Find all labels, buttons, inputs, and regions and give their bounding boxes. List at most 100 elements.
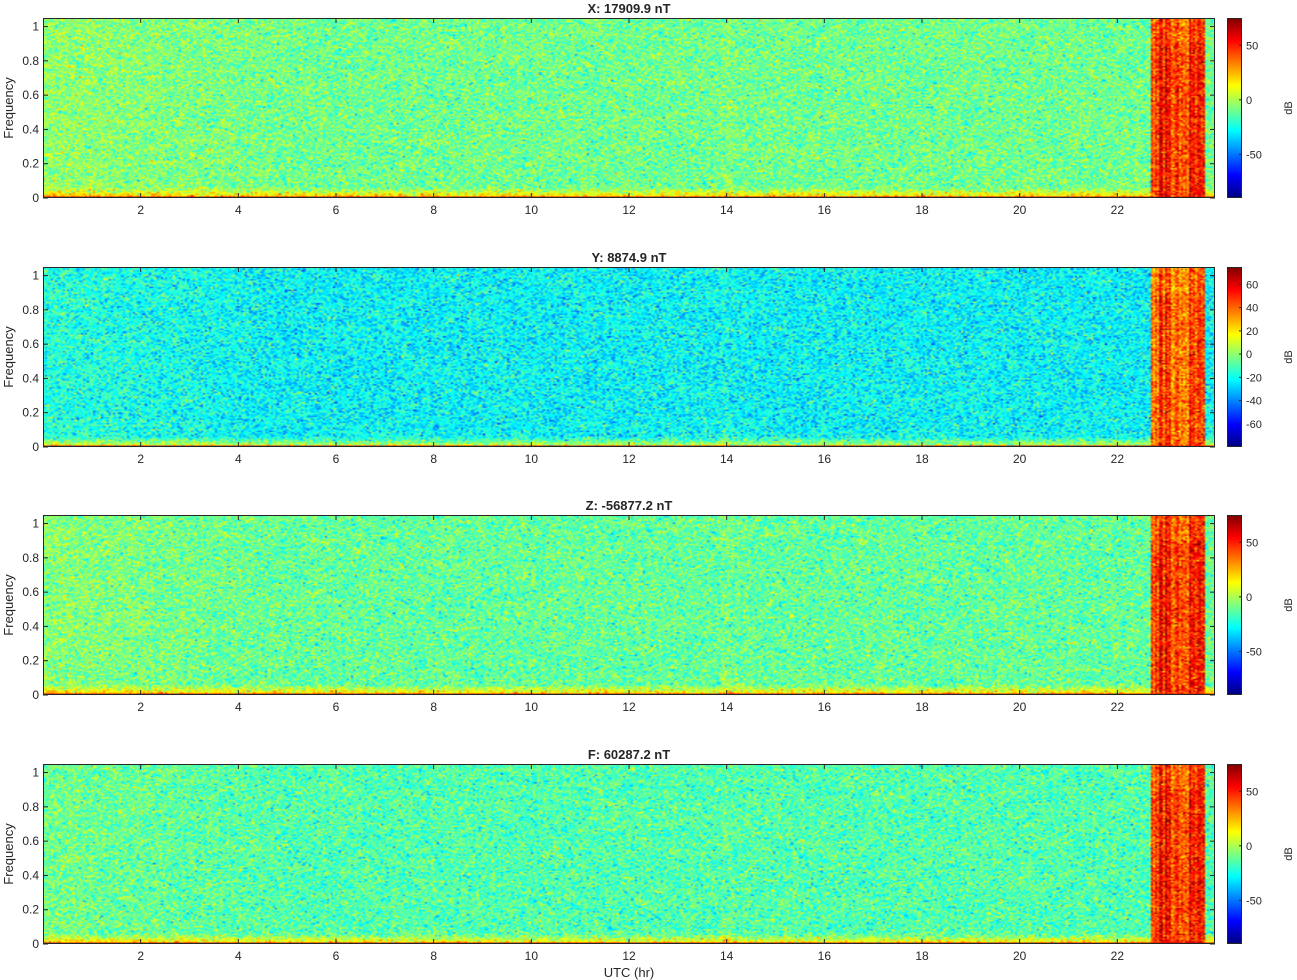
colorbar-tick-label: -20 — [1246, 372, 1262, 384]
x-tick-label: 22 — [1111, 203, 1125, 217]
x-tick-label: 14 — [720, 452, 734, 466]
x-tick-label: 16 — [818, 949, 832, 963]
x-tick-label: 8 — [430, 700, 437, 714]
y-tick-label: 0 — [32, 440, 39, 454]
y-tick-label: 0.4 — [22, 122, 39, 136]
x-tick-label: 10 — [525, 700, 539, 714]
x-tick-label: 2 — [137, 203, 144, 217]
x-tick-label: 2 — [137, 452, 144, 466]
y-tick-label: 0 — [32, 191, 39, 205]
y-axis-label: Frequency — [1, 574, 16, 636]
colorbar-label: dB — [1283, 101, 1295, 114]
y-tick-label: 0.6 — [22, 337, 39, 351]
x-tick-label: 14 — [720, 949, 734, 963]
colorbar-tick-label: -50 — [1246, 149, 1262, 161]
colorbar-tick-label: -60 — [1246, 419, 1262, 431]
x-tick-label: 18 — [915, 452, 929, 466]
colorbar-tick-label: 50 — [1246, 537, 1258, 549]
y-tick-label: 0.2 — [22, 406, 39, 420]
x-tick-label: 4 — [235, 203, 242, 217]
x-tick-label: 6 — [333, 203, 340, 217]
y-tick-label: 0.4 — [22, 868, 39, 882]
x-tick-label: 20 — [1013, 949, 1027, 963]
x-tick-label: 16 — [818, 700, 832, 714]
y-tick-label: 0.4 — [22, 619, 39, 633]
x-tick-label: 20 — [1013, 700, 1027, 714]
x-tick-label: 18 — [915, 700, 929, 714]
x-tick-label: 8 — [430, 452, 437, 466]
panel-y: Y: 8874.9 nT2 4 6 8 10 12 14 16 18 20 2200.20.40.6… — [1, 250, 1295, 466]
x-tick-label: 10 — [525, 203, 539, 217]
x-tick-label: 16 — [818, 203, 832, 217]
y-tick-label: 0.8 — [22, 551, 39, 565]
y-tick-label: 0.2 — [22, 654, 39, 668]
colorbar: -50 0 50 dB — [1227, 18, 1295, 198]
y-tick-label: 0.6 — [22, 585, 39, 599]
y-tick-label: 0.8 — [22, 54, 39, 68]
y-tick-label: 0.8 — [22, 800, 39, 814]
panel-x: X: 17909.9 nT2 4 6 8 10 12 14 16 18 20 2200.20.40.… — [1, 1, 1295, 217]
colorbar-tick-label: 50 — [1246, 786, 1258, 798]
colorbar-tick-label: 0 — [1246, 349, 1252, 361]
x-tick-label: 22 — [1111, 452, 1125, 466]
colorbar-box — [1227, 18, 1242, 198]
y-tick-label: 0.6 — [22, 834, 39, 848]
y-tick-label: 0.6 — [22, 88, 39, 102]
colorbar-tick-label: 40 — [1246, 303, 1258, 315]
colorbar-label: dB — [1283, 350, 1295, 363]
y-tick-label: 0 — [32, 688, 39, 702]
x-tick-label: 4 — [235, 949, 242, 963]
colorbar-gradient — [1227, 764, 1242, 944]
colorbar-tick-label: -50 — [1246, 646, 1262, 658]
x-axis-label: UTC (hr) — [604, 965, 655, 980]
x-tick-label: 12 — [622, 700, 636, 714]
colorbar-box — [1227, 515, 1242, 695]
y-tick-label: 0.4 — [22, 371, 39, 385]
colorbar-tick-label: 0 — [1246, 95, 1252, 107]
y-tick-label: 1 — [32, 20, 39, 34]
colorbar: -50 0 50 dB — [1227, 515, 1295, 695]
y-tick-label: 1 — [32, 269, 39, 283]
y-tick-label: 0.2 — [22, 157, 39, 171]
x-tick-label: 6 — [333, 700, 340, 714]
x-tick-label: 6 — [333, 452, 340, 466]
colorbar-label: dB — [1283, 598, 1295, 611]
x-tick-label: 2 — [137, 949, 144, 963]
colorbar-gradient — [1227, 515, 1242, 695]
x-tick-label: 18 — [915, 949, 929, 963]
y-axis-label: Frequency — [1, 823, 16, 885]
colorbar-tick-label: -40 — [1246, 396, 1262, 408]
spectrogram-heatmap — [43, 267, 1215, 447]
colorbar-gradient — [1227, 18, 1242, 198]
colorbar: -50 0 50 dB — [1227, 764, 1295, 944]
x-tick-label: 10 — [525, 949, 539, 963]
colorbar-tick-label: 0 — [1246, 592, 1252, 604]
spectrogram-heatmap — [43, 515, 1215, 695]
y-axis-label: Frequency — [1, 77, 16, 139]
colorbar-label: dB — [1283, 847, 1295, 860]
x-tick-label: 8 — [430, 949, 437, 963]
x-tick-label: 6 — [333, 949, 340, 963]
colorbar-tick-label: -50 — [1246, 895, 1262, 907]
panel-z: Z: -56877.2 nT2 4 6 8 10 12 14 16 18 20 2200.20.40… — [1, 498, 1295, 714]
panel-f: F: 60287.2 nT2 4 6 8 10 12 14 16 18 20 2200.20.40.… — [1, 747, 1295, 980]
y-tick-label: 0.8 — [22, 303, 39, 317]
spectrogram-heatmap — [43, 18, 1215, 198]
colorbar: -60 -40 -20 0 20 40 60 dB — [1227, 267, 1295, 447]
x-tick-label: 10 — [525, 452, 539, 466]
x-tick-label: 14 — [720, 700, 734, 714]
x-tick-label: 14 — [720, 203, 734, 217]
colorbar-box — [1227, 764, 1242, 944]
y-tick-label: 0.2 — [22, 903, 39, 917]
colorbar-tick-label: 0 — [1246, 841, 1252, 853]
x-tick-label: 4 — [235, 700, 242, 714]
x-tick-label: 2 — [137, 700, 144, 714]
colorbar-tick-label: 50 — [1246, 40, 1258, 52]
x-tick-label: 12 — [622, 949, 636, 963]
x-tick-label: 20 — [1013, 203, 1027, 217]
panel-title: F: 60287.2 nT — [588, 747, 670, 762]
colorbar-gradient — [1227, 267, 1242, 447]
x-tick-label: 20 — [1013, 452, 1027, 466]
colorbar-tick-label: 20 — [1246, 326, 1258, 338]
